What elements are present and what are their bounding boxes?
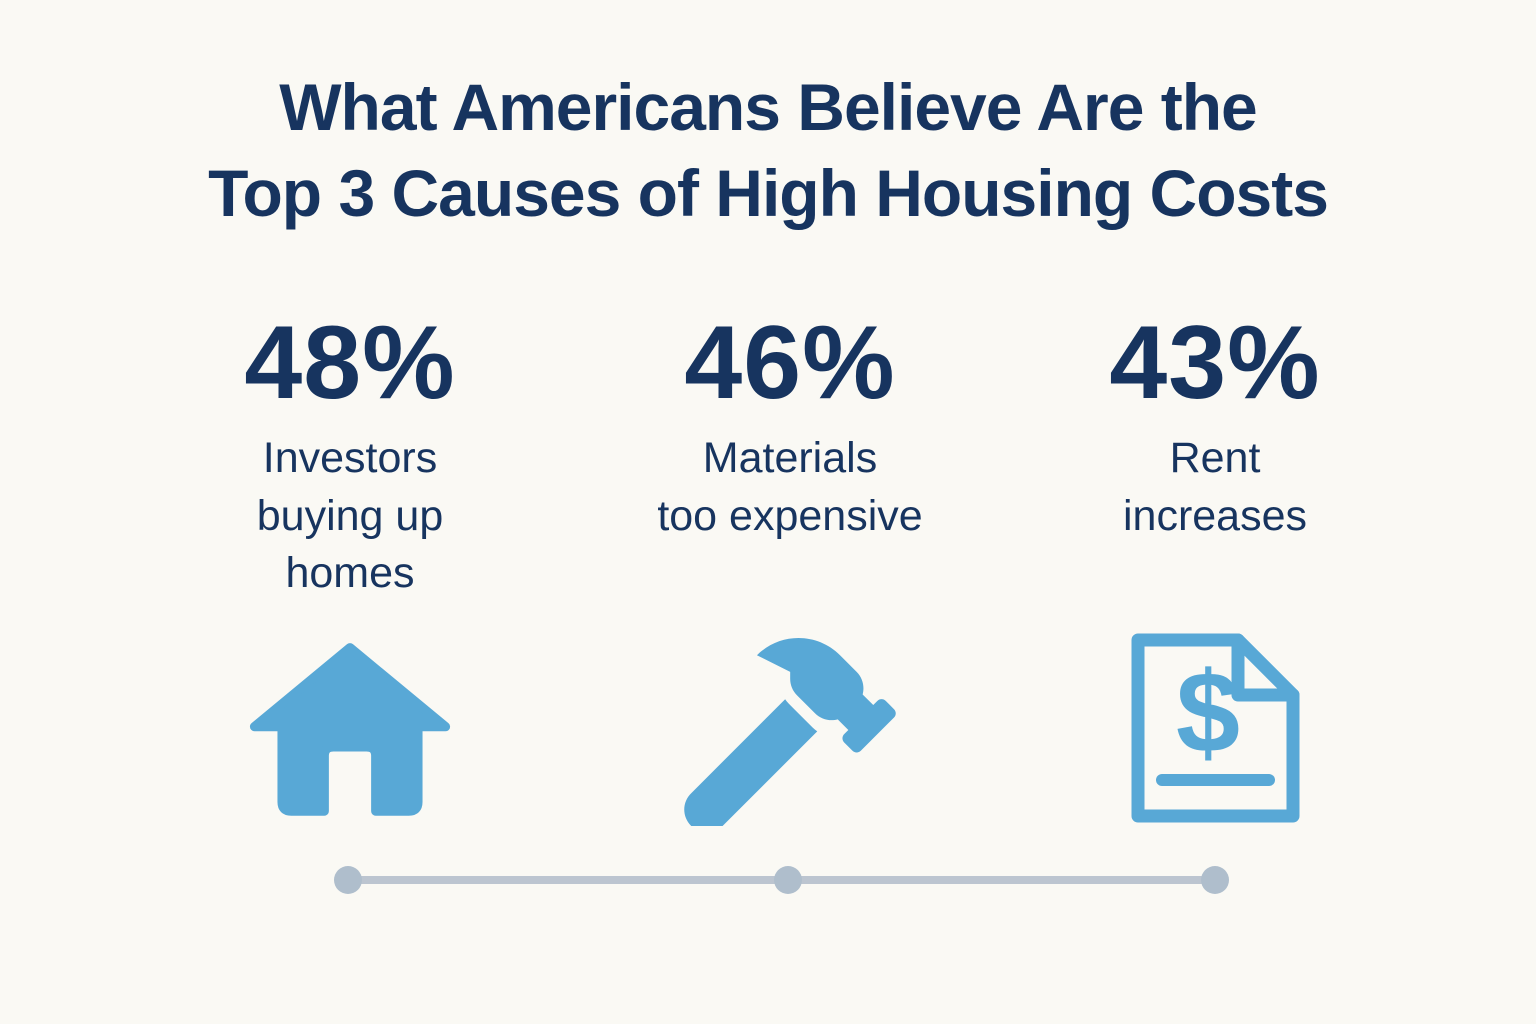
stat-label: Investors buying up homes (256, 434, 444, 597)
page-title: What Americans Believe Are the Top 3 Caus… (0, 64, 1536, 236)
timeline-dot (1201, 866, 1229, 894)
stat-column-rent: 43% Rent increases $ (1000, 300, 1430, 830)
stat-column-investors: 48% Investors buying up homes (135, 300, 565, 830)
title-line-2: Top 3 Causes of High Housing Costs (208, 156, 1329, 230)
stat-column-materials: 46% Materials too expensive (575, 300, 1005, 830)
house-icon (249, 643, 451, 816)
dollar-document-icon: $ (1131, 633, 1299, 823)
title-line-1: What Americans Believe Are the (279, 70, 1257, 144)
dollar-sign-glyph: $ (1176, 649, 1240, 777)
stat-value: 43% (1109, 305, 1321, 421)
stat-label: Materials too expensive (657, 434, 923, 540)
stat-value: 46% (684, 305, 896, 421)
timeline-dot (334, 866, 362, 894)
stat-value: 48% (244, 305, 456, 421)
stat-label: Rent increases (1122, 434, 1308, 540)
timeline-dot (774, 866, 802, 894)
hammer-icon (684, 638, 896, 826)
